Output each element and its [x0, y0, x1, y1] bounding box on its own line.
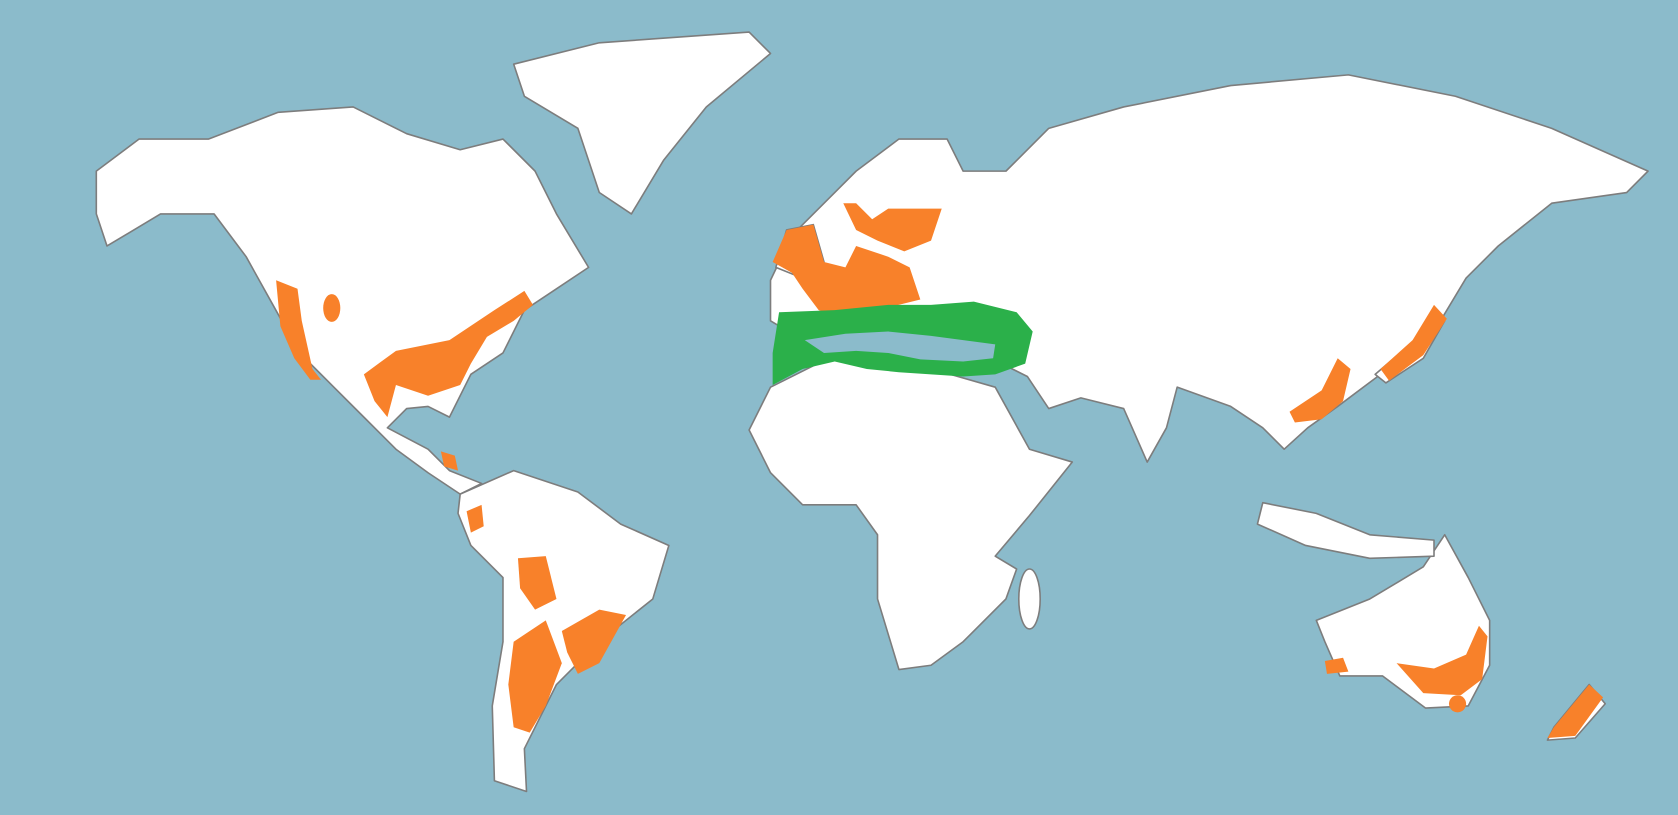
orange-region-central-america: [440, 451, 459, 471]
orange-regions: [276, 203, 1604, 738]
orange-region-new-zealand: [1547, 684, 1604, 738]
orange-region-east-china: [1289, 358, 1351, 423]
orange-region-us-east: [363, 290, 533, 418]
orange-region-western-europe: [772, 224, 921, 321]
orange-region-us-interior: [323, 294, 341, 322]
orange-region-tasmania: [1448, 695, 1467, 713]
orange-region-japan: [1380, 304, 1447, 381]
orange-region-ecuador: [466, 504, 484, 533]
indonesia: [1256, 501, 1435, 560]
orange-region-scandinavia: [843, 203, 942, 252]
madagascar: [1017, 568, 1041, 630]
orange-region-bolivia: [517, 556, 557, 610]
africa: [748, 354, 1074, 671]
orange-region-se-australia: [1396, 625, 1488, 696]
orange-region-argentina: [508, 620, 562, 733]
greenland: [512, 31, 772, 215]
orange-region-us-west: [276, 280, 322, 380]
mediterranean-sea: [804, 331, 996, 362]
land-masses: [95, 31, 1649, 793]
north-america: [95, 106, 590, 495]
orange-region-sw-australia: [1324, 657, 1349, 674]
orange-region-south-brazil: [561, 609, 627, 674]
